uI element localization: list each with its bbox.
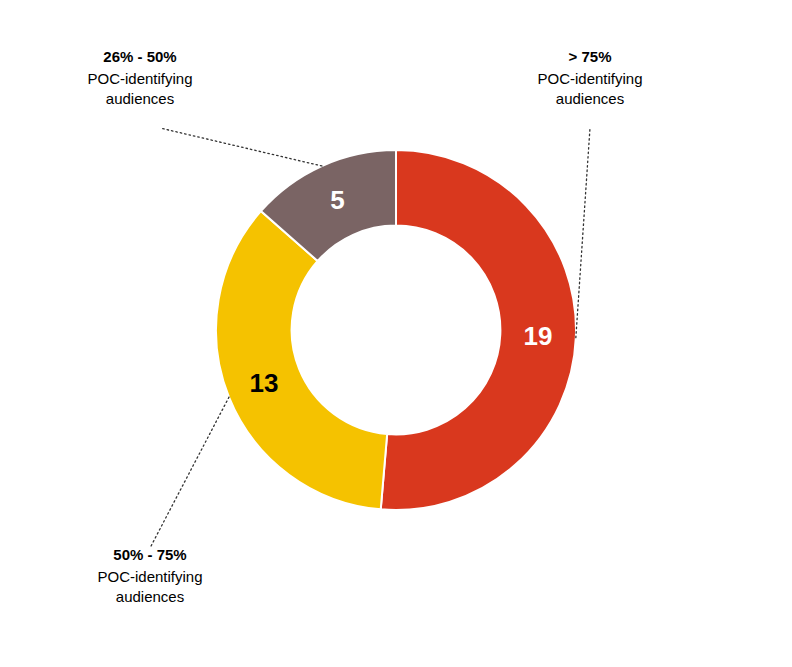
annotation-text: POC-identifyingaudiences (97, 568, 202, 605)
wedge (216, 211, 387, 509)
wedge (381, 150, 576, 510)
annotation-label: 26% - 50% (103, 48, 176, 65)
chart: 19 13 5 > 75% POC-identifyingaudiences 50% - … (0, 0, 792, 667)
annotation-text: POC-identifyingaudiences (87, 70, 192, 107)
annotation-label: > 75% (569, 48, 612, 65)
connector (576, 128, 590, 338)
connector (160, 128, 322, 166)
data-label: 5 (330, 185, 344, 215)
connector (150, 397, 229, 548)
data-label: 19 (524, 321, 553, 351)
data-label: 13 (250, 368, 279, 398)
data-labels: 19 13 5 (250, 185, 553, 398)
annotations: > 75% POC-identifyingaudiences 50% - 75% PO… (87, 48, 642, 605)
wedge (261, 150, 396, 261)
annotation-text: POC-identifyingaudiences (537, 70, 642, 107)
wedges (216, 150, 576, 510)
annotation-label: 50% - 75% (113, 546, 186, 563)
